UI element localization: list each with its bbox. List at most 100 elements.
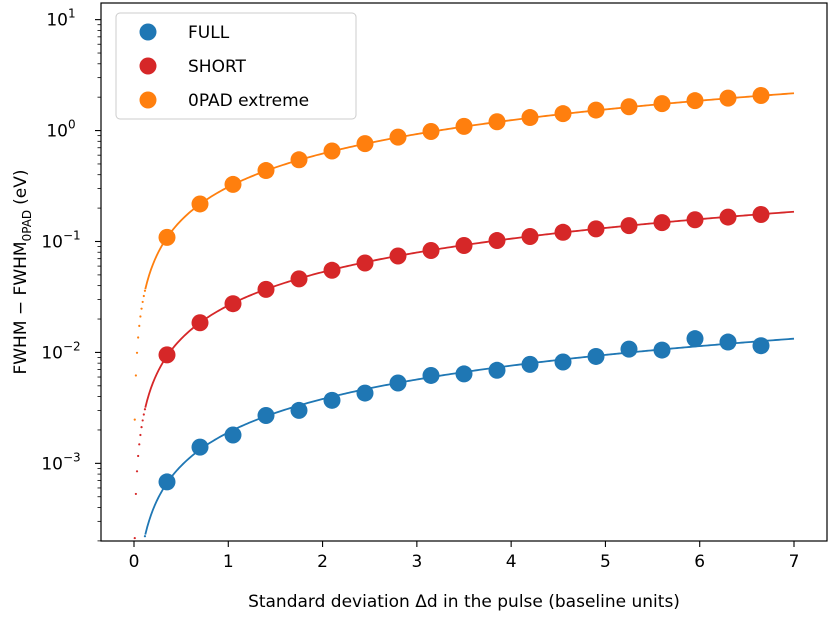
legend-label-full: FULL: [188, 23, 230, 43]
data-point: [422, 241, 440, 259]
fit-curve-dot: [141, 300, 144, 304]
data-point: [488, 361, 506, 379]
y-tick-exponent: −3: [63, 450, 81, 464]
series-0pad-extreme: [133, 87, 795, 421]
y-tick-base: 10: [41, 454, 63, 474]
series-full: [143, 330, 795, 538]
x-tick-label: 6: [694, 552, 705, 572]
data-point: [191, 314, 209, 332]
data-point: [587, 220, 605, 238]
y-tick-exponent: −1: [63, 228, 81, 242]
data-point: [686, 330, 704, 348]
data-point: [224, 426, 242, 444]
data-point: [290, 401, 308, 419]
legend-box: [115, 12, 357, 120]
x-tick-label: 3: [411, 552, 422, 572]
y-tick-label: 10−3: [41, 450, 80, 474]
data-point: [488, 113, 506, 131]
y-axis-label-unit: (eV): [11, 169, 31, 204]
data-point: [455, 237, 473, 255]
fit-curve-dot: [140, 307, 143, 310]
data-point: [554, 105, 572, 123]
x-tick-label: 7: [789, 552, 800, 572]
data-point: [719, 89, 737, 107]
series-short: [133, 206, 795, 540]
data-point: [356, 254, 374, 272]
data-point: [323, 261, 341, 279]
y-tick-base: 10: [46, 122, 68, 142]
data-point: [554, 223, 572, 241]
data-point: [224, 295, 242, 313]
x-tick-label: 2: [317, 552, 328, 572]
data-point: [422, 122, 440, 140]
data-point: [521, 227, 539, 245]
data-point: [290, 151, 308, 169]
fit-curve-dot: [138, 324, 141, 327]
legend-marker-0pad-extreme: [139, 91, 157, 109]
fit-curve-dot: [134, 492, 137, 496]
y-tick-exponent: 0: [68, 118, 76, 132]
data-point: [620, 340, 638, 358]
data-point: [422, 366, 440, 384]
y-axis-label-main: FWHM − FWHM: [11, 241, 31, 374]
data-point: [323, 391, 341, 409]
data-point: [653, 341, 671, 359]
fit-curve-dot: [140, 426, 143, 429]
data-point: [389, 374, 407, 392]
data-point: [389, 128, 407, 146]
plot-frame: [100, 2, 828, 542]
fit-curve-dot: [133, 536, 136, 540]
fit-curve-dot: [139, 315, 142, 318]
data-point: [620, 217, 638, 235]
data-point: [257, 162, 275, 180]
fit-curve-dot: [143, 289, 147, 292]
data-point: [389, 247, 407, 265]
y-axis-label: FWHM − FWHM0PAD (eV): [11, 169, 34, 374]
data-point: [686, 211, 704, 229]
data-point: [356, 384, 374, 402]
data-point: [521, 355, 539, 373]
data-point: [653, 95, 671, 113]
fit-curve-dot: [139, 433, 142, 437]
data-point: [323, 142, 341, 160]
fit-curve-dot: [143, 408, 147, 411]
y-tick-label: 10−2: [41, 339, 80, 363]
x-tick-label: 4: [506, 552, 517, 572]
data-point: [191, 195, 209, 213]
data-point: [686, 92, 704, 110]
y-tick-exponent: 1: [68, 7, 76, 21]
x-tick-label: 1: [223, 552, 234, 572]
data-point: [719, 208, 737, 226]
data-point: [752, 87, 770, 105]
fit-curve-dot: [142, 413, 145, 416]
x-tick-label: 0: [129, 552, 140, 572]
data-point: [488, 232, 506, 250]
x-tick-label: 5: [600, 552, 611, 572]
series-layer: [133, 87, 795, 540]
data-point: [158, 228, 176, 246]
fit-curve-dot: [138, 443, 141, 446]
data-point: [158, 346, 176, 364]
data-point: [554, 353, 572, 371]
y-tick-label: 100: [46, 118, 75, 142]
data-point: [587, 101, 605, 119]
data-point: [290, 270, 308, 288]
data-point: [719, 333, 737, 351]
fit-curve-dot: [142, 294, 145, 298]
fit-curve-dot: [137, 454, 140, 458]
data-point: [587, 347, 605, 365]
data-point: [224, 175, 242, 193]
fit-curve-dot: [137, 336, 140, 339]
data-point: [752, 206, 770, 224]
fit-curve-dot: [135, 351, 139, 354]
data-point: [158, 473, 176, 491]
data-point: [455, 117, 473, 135]
legend-marker-full: [139, 23, 157, 41]
fit-curve-dot: [134, 374, 137, 377]
fit-curve-dot: [135, 470, 139, 473]
data-point: [521, 109, 539, 127]
legend-label-0pad-extreme: 0PAD extreme: [188, 91, 309, 111]
legend-label-short: SHORT: [188, 57, 247, 77]
